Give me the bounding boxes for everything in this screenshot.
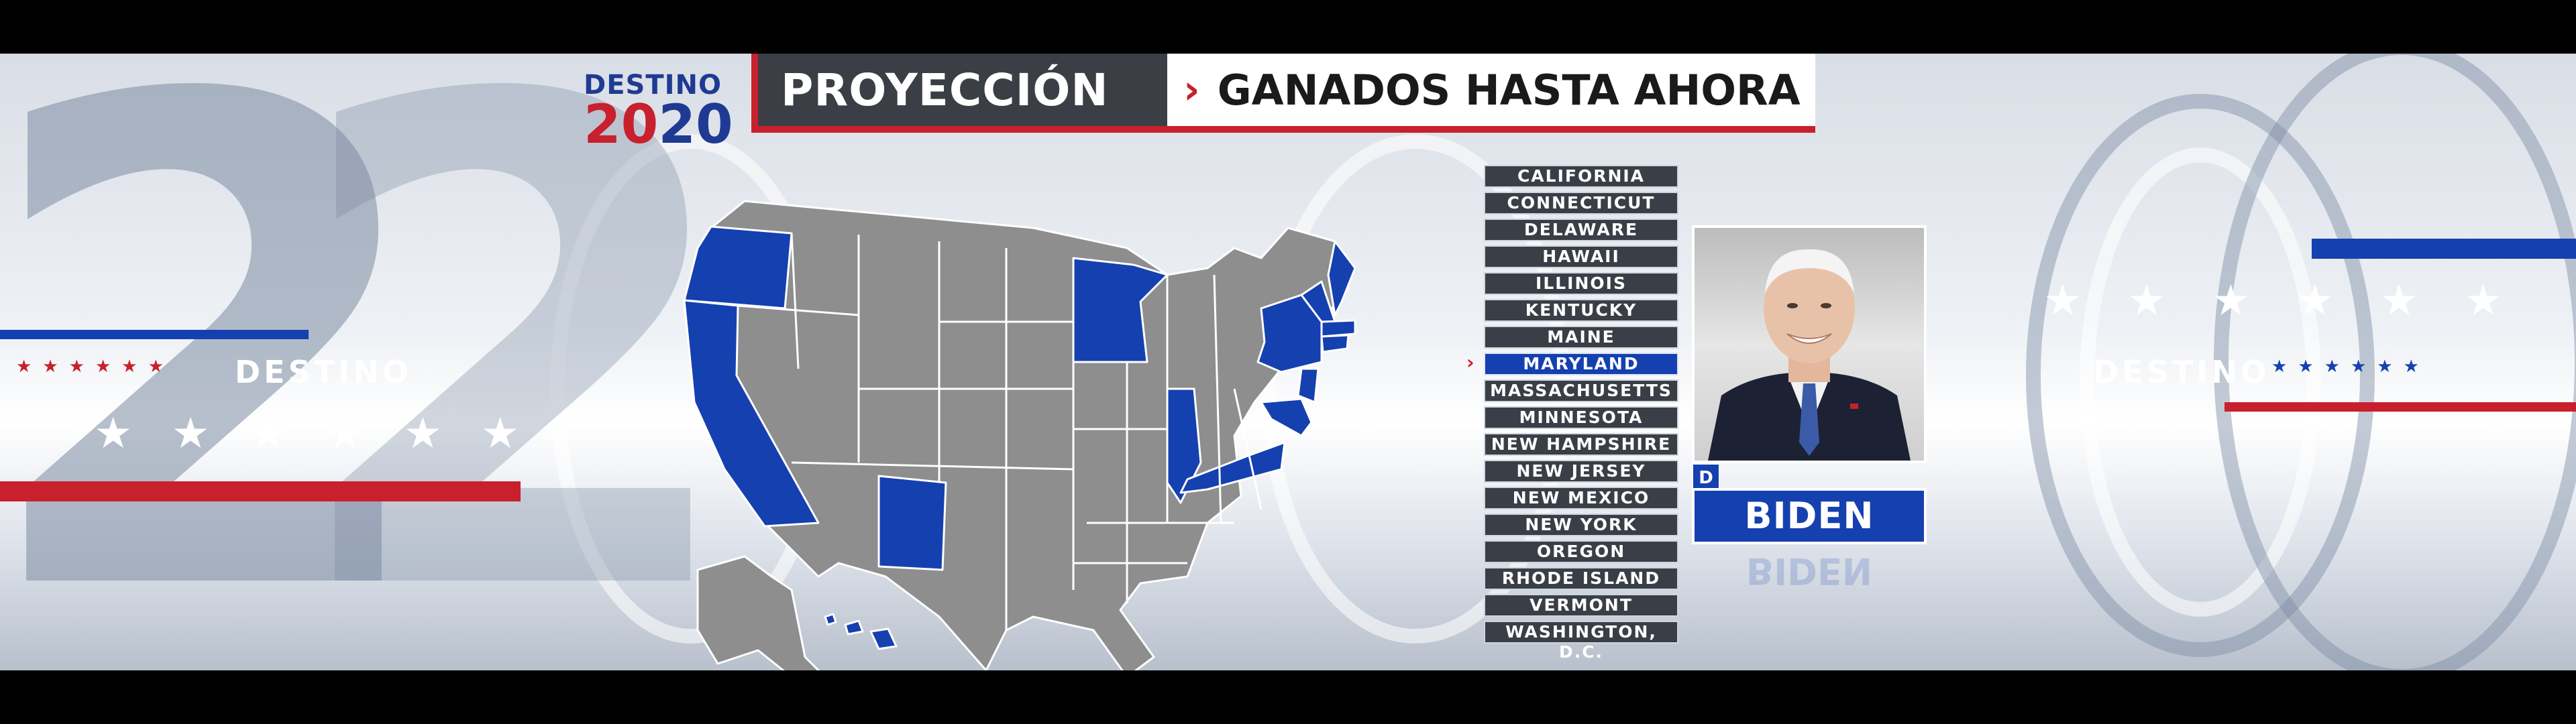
white-star-row: ★★★★★★ [94, 409, 558, 459]
candidate-name-reflection: BIDEN [1746, 550, 1873, 592]
white-star-row: ★★★★★★ [2043, 276, 2548, 326]
star-icon: ★ [2403, 357, 2430, 377]
star-icon: ★ [2296, 276, 2380, 326]
decor-digit: 2 [0, 54, 440, 670]
won-so-far-header: › GANADOS HASTA AHORA [1167, 54, 1815, 133]
candidate-name: BIDEN [1692, 488, 1927, 544]
star-icon: ★ [2324, 357, 2351, 377]
state-list-item: NEW YORK [1484, 514, 1678, 536]
blue-stripe [0, 330, 309, 339]
state-list-item: VERMONT [1484, 594, 1678, 617]
star-icon: ★ [2271, 357, 2298, 377]
state-shape [683, 200, 1350, 670]
projection-header: PROYECCIÓN [751, 54, 1167, 133]
state-list-item: CONNECTICUT [1484, 192, 1678, 215]
star-icon: ★ [2463, 276, 2548, 326]
star-icon: ★ [2350, 357, 2377, 377]
logo-year: 2020 [584, 93, 733, 156]
state-connecticut-ri [1320, 334, 1350, 353]
state-list-item: ILLINOIS [1484, 272, 1678, 295]
state-list-item: NEW HAMPSHIRE [1484, 433, 1678, 456]
star-icon: ★ [403, 409, 481, 459]
state-list-item: OREGON [1484, 540, 1678, 563]
candidate-card: D BIDEN BIDEN [1692, 225, 1927, 592]
state-border [737, 233, 1263, 630]
state-list-item: NEW JERSEY [1484, 460, 1678, 483]
party-badge: D [1692, 463, 1720, 490]
won-states-list: CALIFORNIA CONNECTICUT DELAWARE HAWAII ILLIN… [1484, 165, 1678, 662]
state-list-item: MAINE [1484, 326, 1678, 349]
star-icon: ★ [95, 357, 122, 377]
red-stripe [2224, 402, 2576, 412]
state-list-item: WASHINGTON, D.C. [1484, 621, 1678, 662]
state-list-item: MINNESOTA [1484, 406, 1678, 429]
star-icon: ★ [2127, 276, 2212, 326]
logo-text: DESTINO [584, 70, 722, 101]
state-massachusetts [1320, 319, 1356, 338]
state-maine [1327, 240, 1356, 316]
star-icon: ★ [2211, 276, 2296, 326]
state-california [683, 299, 820, 528]
graphic-panel: 2 2 ★★★★★★ DESTINO ★★★★★★ ★★★★★★ DESTINO… [0, 54, 2576, 670]
blue-star-row: ★★★★★★ [2271, 357, 2430, 377]
star-icon: ★ [2043, 276, 2128, 326]
star-icon: ★ [171, 409, 249, 459]
star-icon: ★ [42, 357, 69, 377]
state-list-item: MASSACHUSETTS [1484, 379, 1678, 402]
destino-2020-logo: DESTINO 2020 [584, 70, 733, 156]
state-list-item: RHODE ISLAND [1484, 567, 1678, 590]
decor-digit: 2 [282, 54, 749, 670]
star-icon: ★ [121, 357, 148, 377]
left-destino-label: DESTINO [235, 354, 412, 390]
star-icon: ★ [248, 409, 327, 459]
state-shape [696, 555, 820, 670]
star-icon: ★ [148, 357, 174, 377]
chevron-right-icon: › [1183, 66, 1200, 113]
state-list-item: CALIFORNIA [1484, 165, 1678, 188]
state-list-item: MARYLAND [1484, 353, 1678, 375]
state-list-item: HAWAII [1484, 245, 1678, 268]
state-list-item: DELAWARE [1484, 219, 1678, 241]
star-icon: ★ [2379, 276, 2464, 326]
won-so-far-label: GANADOS HASTA AHORA [1217, 65, 1801, 115]
state-list-item: KENTUCKY [1484, 299, 1678, 322]
state-kentucky [1179, 441, 1286, 494]
state-new-mexico [877, 475, 947, 571]
state-list-item: NEW MEXICO [1484, 487, 1678, 509]
state-maryland-delaware [1260, 398, 1313, 437]
us-electoral-map [683, 200, 1356, 670]
blue-stripe [2312, 239, 2576, 259]
candidate-photo [1692, 225, 1927, 463]
star-icon: ★ [16, 357, 43, 377]
star-icon: ★ [2377, 357, 2404, 377]
red-star-row: ★★★★★★ [16, 357, 174, 377]
star-icon: ★ [480, 409, 559, 459]
star-icon: ★ [68, 357, 95, 377]
star-icon: ★ [94, 409, 172, 459]
red-stripe [0, 481, 521, 501]
state-hawaii [824, 613, 898, 650]
candidate-portrait [1708, 249, 1911, 461]
right-destino-label: DESTINO [2093, 354, 2270, 390]
state-new-jersey [1297, 367, 1320, 404]
chevron-right-icon: › [1466, 351, 1474, 373]
state-oregon [683, 225, 793, 310]
star-icon: ★ [2298, 357, 2324, 377]
star-icon: ★ [326, 409, 404, 459]
